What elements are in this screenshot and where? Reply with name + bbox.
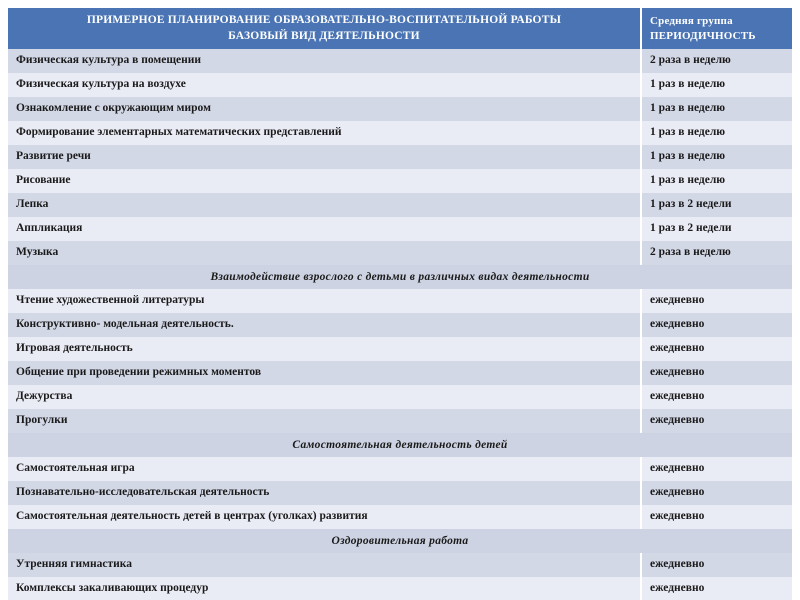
activity-name-cell: Рисование (8, 169, 642, 194)
frequency-cell: ежедневно (641, 505, 792, 530)
activity-name-cell: Дежурства (8, 385, 642, 410)
header-frequency-cell: Средняя группа ПЕРИОДИЧНОСТЬ (641, 8, 792, 50)
table-row: Формирование элементарных математических… (8, 121, 792, 146)
activity-name-cell: Комплексы закаливающих процедур (8, 577, 642, 600)
frequency-cell: 1 раз в неделю (641, 145, 792, 170)
header-row: ПРИМЕРНОЕ ПЛАНИРОВАНИЕ ОБРАЗОВАТЕЛЬНО-ВО… (8, 8, 792, 50)
header-title-line-1: ПРИМЕРНОЕ ПЛАНИРОВАНИЕ ОБРАЗОВАТЕЛЬНО-ВО… (86, 14, 562, 26)
table-row: Самостоятельная игра ежедневно (8, 457, 792, 482)
frequency-cell: 1 раз в неделю (641, 97, 792, 122)
frequency-cell: ежедневно (641, 289, 792, 314)
table-row: Аппликация 1 раз в 2 недели (8, 217, 792, 242)
table-row: Утренняя гимнастика ежедневно (8, 553, 792, 578)
table-header: ПРИМЕРНОЕ ПЛАНИРОВАНИЕ ОБРАЗОВАТЕЛЬНО-ВО… (8, 8, 792, 50)
activity-name-cell: Ознакомление с окружающим миром (8, 97, 642, 122)
header-title-cell: ПРИМЕРНОЕ ПЛАНИРОВАНИЕ ОБРАЗОВАТЕЛЬНО-ВО… (8, 8, 642, 50)
activity-name-cell: Игровая деятельность (8, 337, 642, 362)
table-row: Чтение художественной литературы ежедневн… (8, 289, 792, 314)
table-row: Ознакомление с окружающим миром 1 раз в н… (8, 97, 792, 122)
table-row: Лепка 1 раз в 2 недели (8, 193, 792, 218)
activity-name-cell: Физическая культура на воздухе (8, 73, 642, 98)
frequency-cell: ежедневно (641, 337, 792, 362)
table-body: Физическая культура в помещении 2 раза в … (8, 49, 792, 600)
table-row: Дежурства ежедневно (8, 385, 792, 410)
activity-name-cell: Физическая культура в помещении (8, 49, 642, 74)
frequency-cell: ежедневно (641, 313, 792, 338)
activity-name-cell: Самостоятельная деятельность детей в цен… (8, 505, 642, 530)
activity-name-cell: Самостоятельная игра (8, 457, 642, 482)
section-header-row: Оздоровительная работа (8, 529, 792, 554)
header-periodicity-label: ПЕРИОДИЧНОСТЬ (650, 29, 756, 42)
activity-name-cell: Утренняя гимнастика (8, 553, 642, 578)
frequency-cell: ежедневно (641, 577, 792, 600)
table-row: Общение при проведении режимных моментов… (8, 361, 792, 386)
activity-name-cell: Аппликация (8, 217, 642, 242)
section-header-row: Самостоятельная деятельность детей (8, 433, 792, 458)
frequency-cell: 2 раза в неделю (641, 49, 792, 74)
schedule-table: ПРИМЕРНОЕ ПЛАНИРОВАНИЕ ОБРАЗОВАТЕЛЬНО-ВО… (8, 8, 792, 600)
section-header-label: Взаимодействие взрослого с детьми в разл… (8, 265, 792, 290)
activity-name-cell: Чтение художественной литературы (8, 289, 642, 314)
section-header-label: Самостоятельная деятельность детей (8, 433, 792, 458)
frequency-cell: 1 раз в неделю (641, 169, 792, 194)
frequency-cell: 1 раз в неделю (641, 121, 792, 146)
frequency-cell: ежедневно (641, 361, 792, 386)
activity-name-cell: Познавательно-исследовательская деятельн… (8, 481, 642, 506)
frequency-cell: 1 раз в неделю (641, 73, 792, 98)
frequency-cell: ежедневно (641, 385, 792, 410)
table-row: Физическая культура на воздухе 1 раз в не… (8, 73, 792, 98)
frequency-cell: 1 раз в 2 недели (641, 217, 792, 242)
frequency-cell: ежедневно (641, 409, 792, 434)
table-row: Самостоятельная деятельность детей в цен… (8, 505, 792, 530)
activity-name-cell: Развитие речи (8, 145, 642, 170)
activity-name-cell: Формирование элементарных математических… (8, 121, 642, 146)
frequency-cell: ежедневно (641, 553, 792, 578)
table-row: Комплексы закаливающих процедур ежедневно (8, 577, 792, 600)
table-row: Физическая культура в помещении 2 раза в … (8, 49, 792, 74)
activity-name-cell: Лепка (8, 193, 642, 218)
frequency-cell: 2 раза в неделю (641, 241, 792, 266)
activity-name-cell: Прогулки (8, 409, 642, 434)
table-row: Прогулки ежедневно (8, 409, 792, 434)
frequency-cell: ежедневно (641, 457, 792, 482)
activity-name-cell: Конструктивно- модельная деятельность. (8, 313, 642, 338)
table-row: Конструктивно- модельная деятельность. еж… (8, 313, 792, 338)
frequency-cell: 1 раз в 2 недели (641, 193, 792, 218)
table-row: Познавательно-исследовательская деятельн… (8, 481, 792, 506)
section-header-label: Оздоровительная работа (8, 529, 792, 554)
header-title-line-2: БАЗОВЫЙ ВИД ДЕЯТЕЛЬНОСТИ (228, 29, 420, 42)
header-group-label: Средняя группа (650, 14, 733, 27)
table-row: Рисование 1 раз в неделю (8, 169, 792, 194)
table-row: Музыка 2 раза в неделю (8, 241, 792, 266)
section-header-row: Взаимодействие взрослого с детьми в разл… (8, 265, 792, 290)
activity-name-cell: Музыка (8, 241, 642, 266)
table-row: Развитие речи 1 раз в неделю (8, 145, 792, 170)
frequency-cell: ежедневно (641, 481, 792, 506)
activity-name-cell: Общение при проведении режимных моментов (8, 361, 642, 386)
table-row: Игровая деятельность ежедневно (8, 337, 792, 362)
